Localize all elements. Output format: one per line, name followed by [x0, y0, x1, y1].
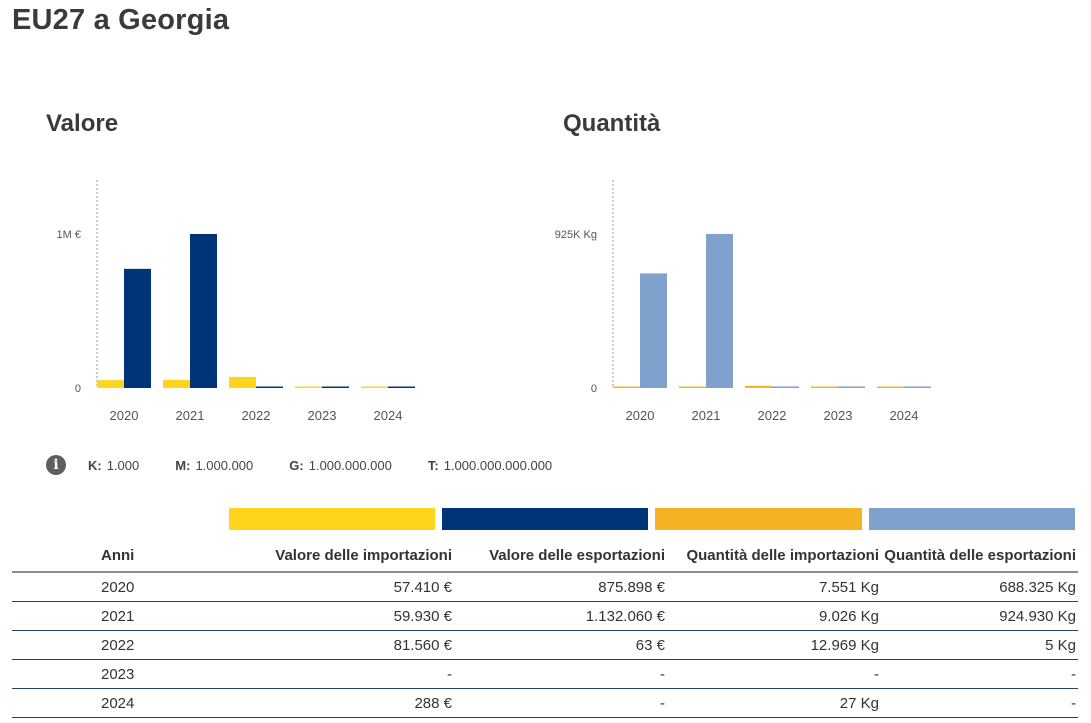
cell-import-quantity: -	[667, 659, 881, 689]
y-tick-label: 0	[591, 383, 597, 395]
x-tick-label: 2020	[626, 408, 655, 423]
export-value-swatch	[442, 508, 648, 530]
bar-2021-export[interactable]	[706, 234, 733, 388]
bar-2023-export[interactable]	[322, 386, 349, 389]
bar-2020-export[interactable]	[640, 273, 667, 388]
cell-import-quantity: 27 Kg	[667, 688, 881, 718]
cell-export-value: -	[454, 659, 667, 689]
x-tick-label: 2024	[890, 408, 919, 423]
bar-2020-import[interactable]	[97, 380, 124, 388]
info-icon[interactable]: i	[46, 455, 66, 475]
cell-year: 2024	[12, 688, 231, 718]
x-tick-label: 2023	[308, 408, 337, 423]
cell-import-value: 59.930 €	[231, 601, 454, 631]
quantity-chart: 0 925K Kg 2020 2021 2022 2023 2024	[555, 180, 931, 423]
x-tick-label: 2022	[242, 408, 271, 423]
cell-import-value: 57.410 €	[231, 572, 454, 602]
bar-2024-import[interactable]	[877, 386, 904, 389]
cell-year: 2021	[12, 601, 231, 631]
table-row: 2020 57.410 € 875.898 € 7.551 Kg 688.325…	[12, 572, 1078, 602]
x-tick-label: 2021	[692, 408, 721, 423]
y-tick-label: 925K Kg	[555, 229, 597, 241]
cell-export-quantity: -	[881, 688, 1078, 718]
bar-2022-import[interactable]	[229, 376, 256, 388]
bar-2021-import[interactable]	[163, 379, 190, 388]
cell-import-quantity: 12.969 Kg	[667, 630, 881, 660]
cell-export-value: 63 €	[454, 630, 667, 660]
x-tick-label: 2021	[176, 408, 205, 423]
quantity-chart-title: Quantità	[563, 110, 661, 137]
bar-2024-export[interactable]	[388, 386, 415, 389]
data-table: Anni Valore delle importazioni Valore de…	[12, 540, 1078, 718]
cell-export-quantity: 924.930 Kg	[881, 601, 1078, 631]
x-tick-label: 2023	[824, 408, 853, 423]
cell-import-value: 81.560 €	[231, 630, 454, 660]
y-tick-label: 0	[75, 383, 81, 395]
cell-export-quantity: 688.325 Kg	[881, 572, 1078, 602]
bar-2024-import[interactable]	[361, 386, 388, 389]
bar-2021-export[interactable]	[190, 234, 217, 388]
export-quantity-swatch	[869, 508, 1075, 530]
unit-legend: i K: 1.000 M: 1.000.000 G: 1.000.000.000 T:…	[46, 455, 588, 475]
header-export-value: Valore delle esportazioni	[454, 540, 667, 573]
bar-2024-export[interactable]	[904, 386, 931, 389]
value-chart: 0 1M € 2020 2021 2022 2023 2024	[57, 180, 415, 423]
cell-export-value: 1.132.060 €	[454, 601, 667, 631]
bar-2022-export[interactable]	[256, 386, 283, 389]
table-row: 2022 81.560 € 63 € 12.969 Kg 5 Kg	[12, 630, 1078, 660]
cell-year: 2023	[12, 659, 231, 689]
table-row: 2024 288 € - 27 Kg -	[12, 688, 1078, 718]
cell-export-quantity: 5 Kg	[881, 630, 1078, 660]
legend-item-k: K: 1.000	[88, 457, 140, 473]
cell-export-value: 875.898 €	[454, 572, 667, 602]
cell-import-value: 288 €	[231, 688, 454, 718]
cell-import-value: -	[231, 659, 454, 689]
value-chart-title: Valore	[46, 110, 119, 137]
x-tick-label: 2024	[374, 408, 403, 423]
legend-item-m: M: 1.000.000	[175, 457, 254, 473]
bar-2020-export[interactable]	[124, 268, 151, 388]
header-import-value: Valore delle importazioni	[231, 540, 454, 573]
legend-item-g: G: 1.000.000.000	[289, 457, 392, 473]
table-header-row: Anni Valore delle importazioni Valore de…	[12, 540, 1078, 573]
import-quantity-swatch	[655, 508, 862, 530]
page-title: EU27 a Georgia	[12, 4, 230, 36]
table-row: 2021 59.930 € 1.132.060 € 9.026 Kg 924.9…	[12, 601, 1078, 631]
bar-2022-export[interactable]	[772, 386, 799, 389]
bar-2021-import[interactable]	[679, 386, 706, 388]
header-import-quantity: Quantità delle importazioni	[667, 540, 881, 573]
header-years: Anni	[12, 540, 231, 573]
legend-item-t: T: 1.000.000.000.000	[427, 457, 553, 473]
bar-2023-export[interactable]	[838, 386, 865, 389]
cell-import-quantity: 7.551 Kg	[667, 572, 881, 602]
x-tick-label: 2022	[758, 408, 787, 423]
table-row: 2023 - - - -	[12, 659, 1078, 689]
bar-2023-import[interactable]	[295, 386, 322, 389]
y-tick-label: 1M €	[57, 229, 81, 241]
header-export-quantity: Quantità delle esportazioni	[881, 540, 1078, 573]
import-value-swatch	[229, 508, 435, 530]
bar-2022-import[interactable]	[745, 385, 772, 388]
x-tick-label: 2020	[110, 408, 139, 423]
cell-year: 2020	[12, 572, 231, 602]
cell-export-quantity: -	[881, 659, 1078, 689]
bar-2020-import[interactable]	[613, 386, 640, 389]
bar-2023-import[interactable]	[811, 386, 838, 389]
cell-year: 2022	[12, 630, 231, 660]
cell-import-quantity: 9.026 Kg	[667, 601, 881, 631]
cell-export-value: -	[454, 688, 667, 718]
